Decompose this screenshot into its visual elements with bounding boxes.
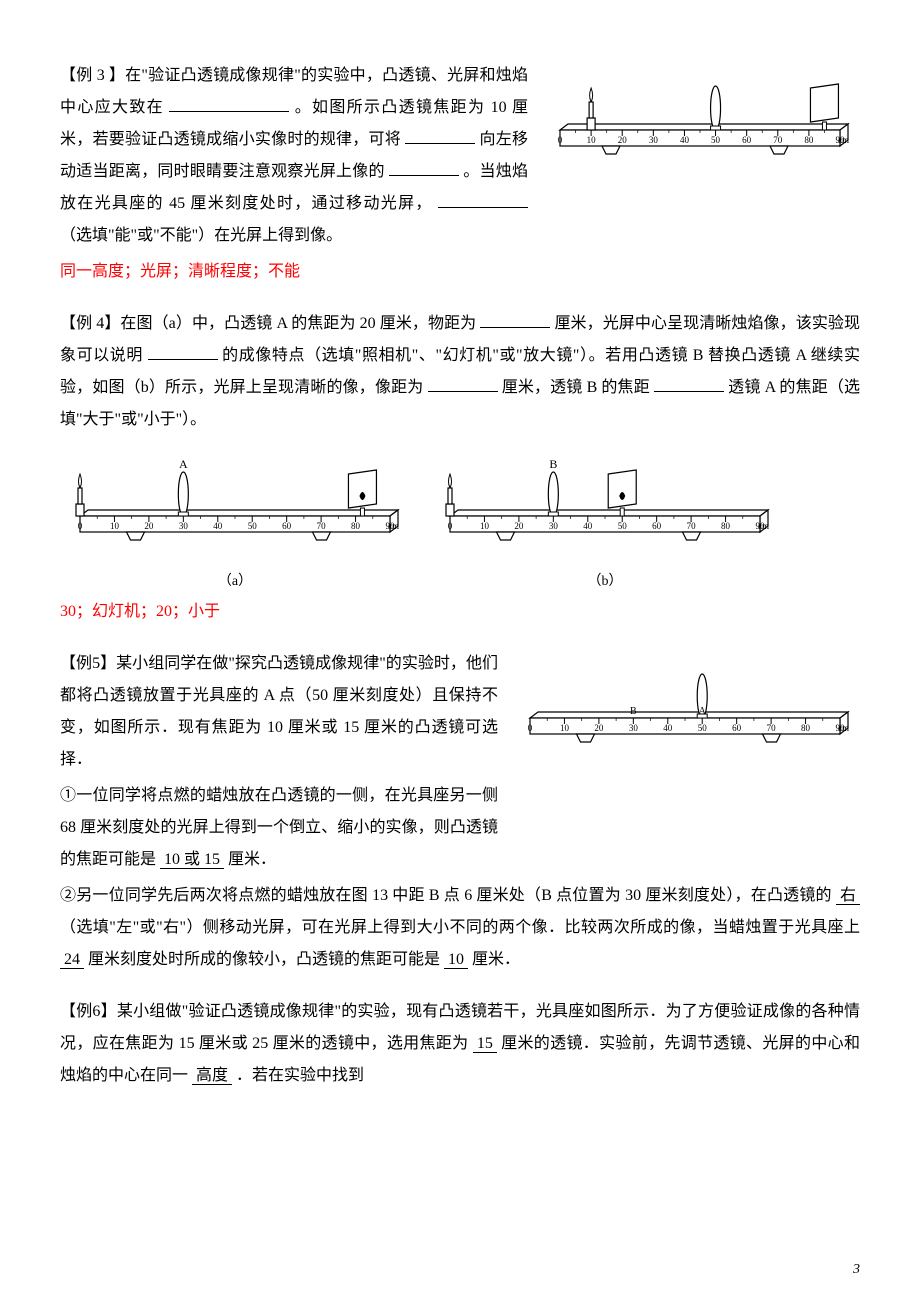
svg-text:60: 60 (742, 135, 752, 145)
svg-text:0: 0 (448, 521, 453, 531)
svg-text:cm: cm (838, 723, 849, 733)
ex5-a2: 右 (836, 887, 860, 905)
ex3-figure: 0102030405060708090cm (540, 60, 860, 180)
ex6-t2: ．若在实验中找到 (236, 1067, 364, 1084)
optical-bench-icon: 0102030405060708090cm A (60, 446, 410, 566)
svg-text:20: 20 (514, 521, 524, 531)
ex5-l1b: 厘米． (228, 851, 276, 868)
blank-ex3-3 (389, 160, 459, 176)
svg-text:40: 40 (213, 521, 223, 531)
svg-text:cm: cm (838, 135, 849, 145)
ex5-a3: 24 (60, 951, 84, 969)
blank-ex4-2 (148, 344, 218, 360)
svg-text:60: 60 (282, 521, 292, 531)
svg-text:10: 10 (110, 521, 120, 531)
ex5-figure: 0102030405060708090cm BA (510, 648, 860, 768)
svg-text:B: B (630, 706, 637, 717)
svg-text:70: 70 (767, 723, 777, 733)
ex5-prefix: 【例5】某小组同学在做"探究凸透镜成像规律"的实验时，他们都将凸透镜放置于光具座… (60, 655, 498, 768)
svg-text:70: 70 (773, 135, 783, 145)
example-5: 【例5】某小组同学在做"探究凸透镜成像规律"的实验时，他们都将凸透镜放置于光具座… (60, 648, 860, 976)
svg-text:80: 80 (801, 723, 811, 733)
blank-ex3-1 (169, 96, 289, 112)
svg-text:10: 10 (587, 135, 597, 145)
ex5-l1a: ①一位同学将点燃的蜡烛放在凸透镜的一侧，在光具座另一侧 68 厘米刻度处的光屏上… (60, 787, 498, 868)
svg-text:50: 50 (248, 521, 258, 531)
blank-ex4-3 (428, 376, 498, 392)
svg-text:0: 0 (558, 135, 563, 145)
svg-text:30: 30 (629, 723, 639, 733)
example-6: 【例6】某小组做"验证凸透镜成像规律"的实验，现有凸透镜若干，光具座如图所示．为… (60, 996, 860, 1092)
svg-text:70: 70 (687, 521, 697, 531)
ex6-a1: 15 (473, 1035, 497, 1053)
svg-text:80: 80 (804, 135, 814, 145)
figure-a: 0102030405060708090cm A （a） (60, 446, 410, 596)
svg-text:80: 80 (351, 521, 361, 531)
blank-ex4-4 (654, 376, 724, 392)
ex3-answer: 同一高度；光屏；清晰程度；不能 (60, 256, 860, 288)
svg-text:cm: cm (758, 521, 769, 531)
svg-text:50: 50 (711, 135, 721, 145)
svg-text:40: 40 (663, 723, 673, 733)
optical-bench-icon: 0102030405060708090cm B (430, 446, 780, 566)
page-number: 3 (853, 1256, 860, 1284)
svg-text:50: 50 (698, 723, 708, 733)
ex3-t4: （选填"能"或"不能"）在光屏上得到像。 (60, 227, 342, 244)
caption-a: （a） (218, 568, 252, 596)
optical-bench-icon: 0102030405060708090cm (540, 60, 860, 180)
svg-text:30: 30 (179, 521, 189, 531)
svg-text:A: A (699, 706, 707, 717)
blank-ex3-4 (438, 192, 528, 208)
ex3-text: 【例 3 】在"验证凸透镜成像规律"的实验中，凸透镜、光屏和烛焰中心应大致在 。… (60, 60, 528, 256)
svg-text:30: 30 (549, 521, 559, 531)
svg-text:50: 50 (618, 521, 628, 531)
svg-text:30: 30 (649, 135, 659, 145)
ex6-a2: 高度 (192, 1067, 232, 1085)
ex4-answer: 30；幻灯机；20；小于 (60, 596, 860, 628)
ex4-t3: 厘米，透镜 B 的焦距 (502, 379, 650, 396)
ex5-text: 【例5】某小组同学在做"探究凸透镜成像规律"的实验时，他们都将凸透镜放置于光具座… (60, 648, 498, 880)
example-4: 【例 4】在图（a）中，凸透镜 A 的焦距为 20 厘米，物距为 厘米，光屏中心… (60, 308, 860, 628)
svg-text:40: 40 (583, 521, 593, 531)
ex5-l2c: 厘米刻度处时所成的像较小，凸透镜的焦距可能是 (88, 951, 440, 968)
svg-text:60: 60 (652, 521, 662, 531)
example-3: 【例 3 】在"验证凸透镜成像规律"的实验中，凸透镜、光屏和烛焰中心应大致在 。… (60, 60, 860, 288)
ex5-a4: 10 (444, 951, 468, 969)
svg-text:20: 20 (618, 135, 628, 145)
blank-ex3-2 (405, 128, 475, 144)
optical-bench-icon: 0102030405060708090cm BA (510, 648, 860, 768)
ex5-l2a: ②另一位同学先后两次将点燃的蜡烛放在图 13 中距 B 点 6 厘米处（B 点位… (60, 887, 832, 904)
figure-b: 0102030405060708090cm B （b） (430, 446, 780, 596)
svg-text:0: 0 (528, 723, 533, 733)
ex5-l2d: 厘米． (472, 951, 520, 968)
svg-text:cm: cm (388, 521, 399, 531)
svg-text:0: 0 (78, 521, 83, 531)
svg-text:70: 70 (317, 521, 327, 531)
svg-text:80: 80 (721, 521, 731, 531)
caption-b: （b） (588, 568, 623, 596)
svg-text:B: B (549, 457, 557, 471)
ex5-l2b: （选填"左"或"右"）侧移动光屏，可在光屏上得到大小不同的两个像．比较两次所成的… (60, 919, 860, 936)
svg-text:40: 40 (680, 135, 690, 145)
svg-text:10: 10 (480, 521, 490, 531)
svg-text:A: A (179, 457, 188, 471)
blank-ex4-1 (480, 312, 550, 328)
ex5-a1: 10 或 15 (160, 851, 224, 869)
svg-text:60: 60 (732, 723, 742, 733)
svg-text:10: 10 (560, 723, 570, 733)
svg-text:20: 20 (594, 723, 604, 733)
svg-text:20: 20 (144, 521, 154, 531)
ex4-prefix: 【例 4】在图（a）中，凸透镜 A 的焦距为 20 厘米，物距为 (60, 315, 476, 332)
